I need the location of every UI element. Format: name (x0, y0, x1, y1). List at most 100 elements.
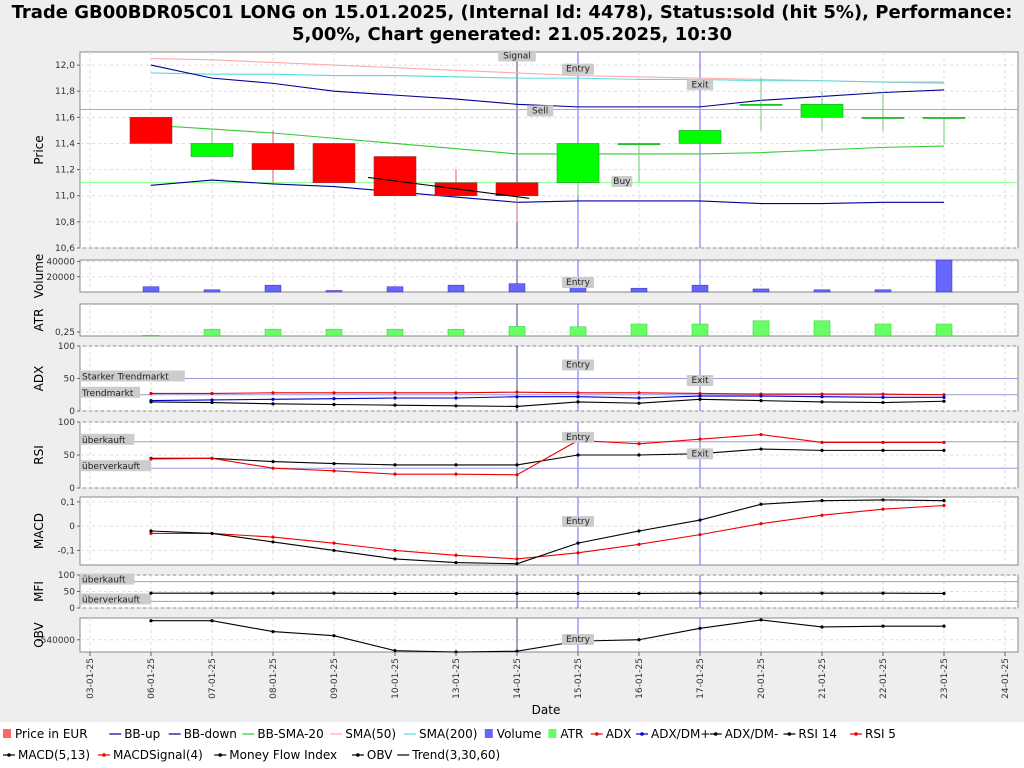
rsi-ref-label: überkauft (82, 436, 126, 446)
volume-marker-entry: Entry (566, 278, 591, 288)
legend-item-label: SMA(200) (419, 727, 477, 741)
legend-swatch-dot (787, 732, 792, 736)
atr-bar (142, 334, 160, 337)
legend: Price in EUR BB-up BB-down BB-SMA-20 SMA(50)… (0, 722, 1024, 768)
dm-minus-line-point (454, 404, 458, 408)
x-tick-label: 22-01-25 (879, 658, 889, 699)
rsi14-line-point (759, 447, 763, 451)
price-marker-entry: Entry (566, 65, 591, 75)
volume-bar (935, 259, 953, 293)
macd-line (150, 499, 945, 565)
macd-signal-line-point (759, 522, 763, 526)
rsi14-line-point (942, 448, 946, 452)
price-ytick-label: 10,8 (55, 218, 75, 228)
macd-signal-line-point (637, 542, 641, 546)
x-tick-label: 03-01-25 (86, 658, 96, 699)
candle-body (922, 117, 966, 119)
dm-minus-line-point (332, 402, 336, 407)
legend-item-label: BB-SMA-20 (257, 727, 323, 741)
rsi14-line-point (515, 463, 519, 467)
volume-bar (142, 286, 160, 293)
dm-plus-line-point (637, 396, 641, 400)
adx-line-point (576, 391, 580, 395)
obv-line-point (271, 630, 275, 634)
mfi-ref-label: überverkauft (82, 595, 141, 605)
dm-plus-line-point (515, 395, 519, 399)
adx-ref-label: Trendmarkt (81, 389, 134, 399)
x-tick-label: 15-01-25 (574, 658, 584, 699)
obv-line-point (881, 624, 885, 628)
dm-minus-line-point (637, 401, 641, 405)
adx-line-point (393, 391, 397, 395)
dm-minus-line-point (759, 399, 763, 403)
rsi-panel: 0 50 100 RSI überkauft überverkauft Entry Exit (32, 418, 1019, 494)
adx-line-point (515, 390, 519, 394)
obv-line-point (942, 624, 946, 628)
macd-signal-line-point (393, 548, 397, 553)
volume-bar (447, 284, 465, 293)
macd-signal-line-point (454, 553, 458, 557)
rsi14-line-point (637, 453, 641, 457)
volume-bar (203, 289, 221, 293)
adx-panel: 0 50 100 ADX Starker Trendmarkt Trendmarkt Ent… (32, 342, 1019, 417)
mfi-line-point (149, 591, 153, 595)
x-tick-label: 21-01-25 (818, 658, 828, 699)
adx-ylabel: ADX (32, 366, 46, 392)
adx-ref-label-bg (80, 370, 185, 382)
mfi-ref-label: überkauft (82, 576, 126, 586)
price-marker-exit: Exit (691, 80, 709, 90)
atr-bar (508, 326, 526, 337)
rsi5-line-point (942, 440, 946, 445)
obv-plot-area (79, 617, 1019, 653)
price-ytick-label: 10,6 (55, 244, 75, 254)
mfi-ytick-label: 50 (64, 588, 76, 598)
trend-line (367, 176, 530, 199)
price-plot-area (79, 51, 1019, 249)
obv-line-point (515, 649, 519, 653)
macd-signal-line-point (881, 507, 885, 511)
chart-title-line2: 5,00%, Chart generated: 21.05.2025, 10:3… (292, 24, 732, 45)
adx-line-point (149, 391, 153, 396)
x-tick-label: 23-01-25 (940, 658, 950, 699)
price-marker-buy-bg (611, 175, 633, 187)
x-tick-label: 16-01-25 (635, 658, 645, 699)
obv-marker-entry-bg (562, 634, 594, 645)
atr-plot-area (79, 303, 1019, 337)
atr-bar (874, 323, 892, 337)
mfi-line-point (576, 591, 580, 596)
volume-bar (630, 287, 648, 293)
legend-swatch-dot (218, 753, 223, 757)
dm-minus-line-point (515, 404, 519, 409)
candle-body (800, 103, 844, 118)
legend-item-label: ATR (560, 727, 583, 741)
atr-bar (569, 326, 587, 337)
macd-signal-line-point (271, 535, 275, 539)
dm-minus-line-point (271, 402, 275, 406)
adx-ytick-label: 0 (69, 407, 75, 417)
x-tick-label: 17-01-25 (696, 658, 706, 699)
legend-swatch-dot (594, 732, 599, 736)
macd-signal-line-point (332, 541, 336, 545)
macd-line-point (576, 541, 580, 545)
volume-bar (752, 288, 770, 293)
rsi-ytick-label: 0 (69, 484, 75, 494)
macd-plot-area (79, 496, 1019, 566)
date-axis: 03-01-25 06-01-25 07-01-25 08-01-25 09-01-25… (86, 652, 1011, 699)
rsi14-line-point (881, 448, 885, 452)
volume-bar (386, 286, 404, 293)
dm-plus-line-point (332, 397, 336, 401)
mfi-line-point (759, 591, 763, 595)
price-marker-sell-bg (526, 105, 554, 117)
macd-line-point (942, 499, 946, 503)
legend-item-label: ADX (606, 727, 632, 741)
candle-body (495, 182, 539, 197)
rsi5-line-point (515, 473, 519, 477)
macd-line-point (698, 518, 702, 522)
legend-item-label: Price in EUR (15, 727, 88, 741)
macd-signal-line-point (820, 513, 824, 517)
rsi5-line-point (393, 472, 397, 476)
bb-down-line (150, 179, 944, 205)
dm-minus-line-point (881, 400, 885, 405)
mfi-panel: 0 50 100 MFI überkauft überverkauft (32, 571, 1019, 614)
